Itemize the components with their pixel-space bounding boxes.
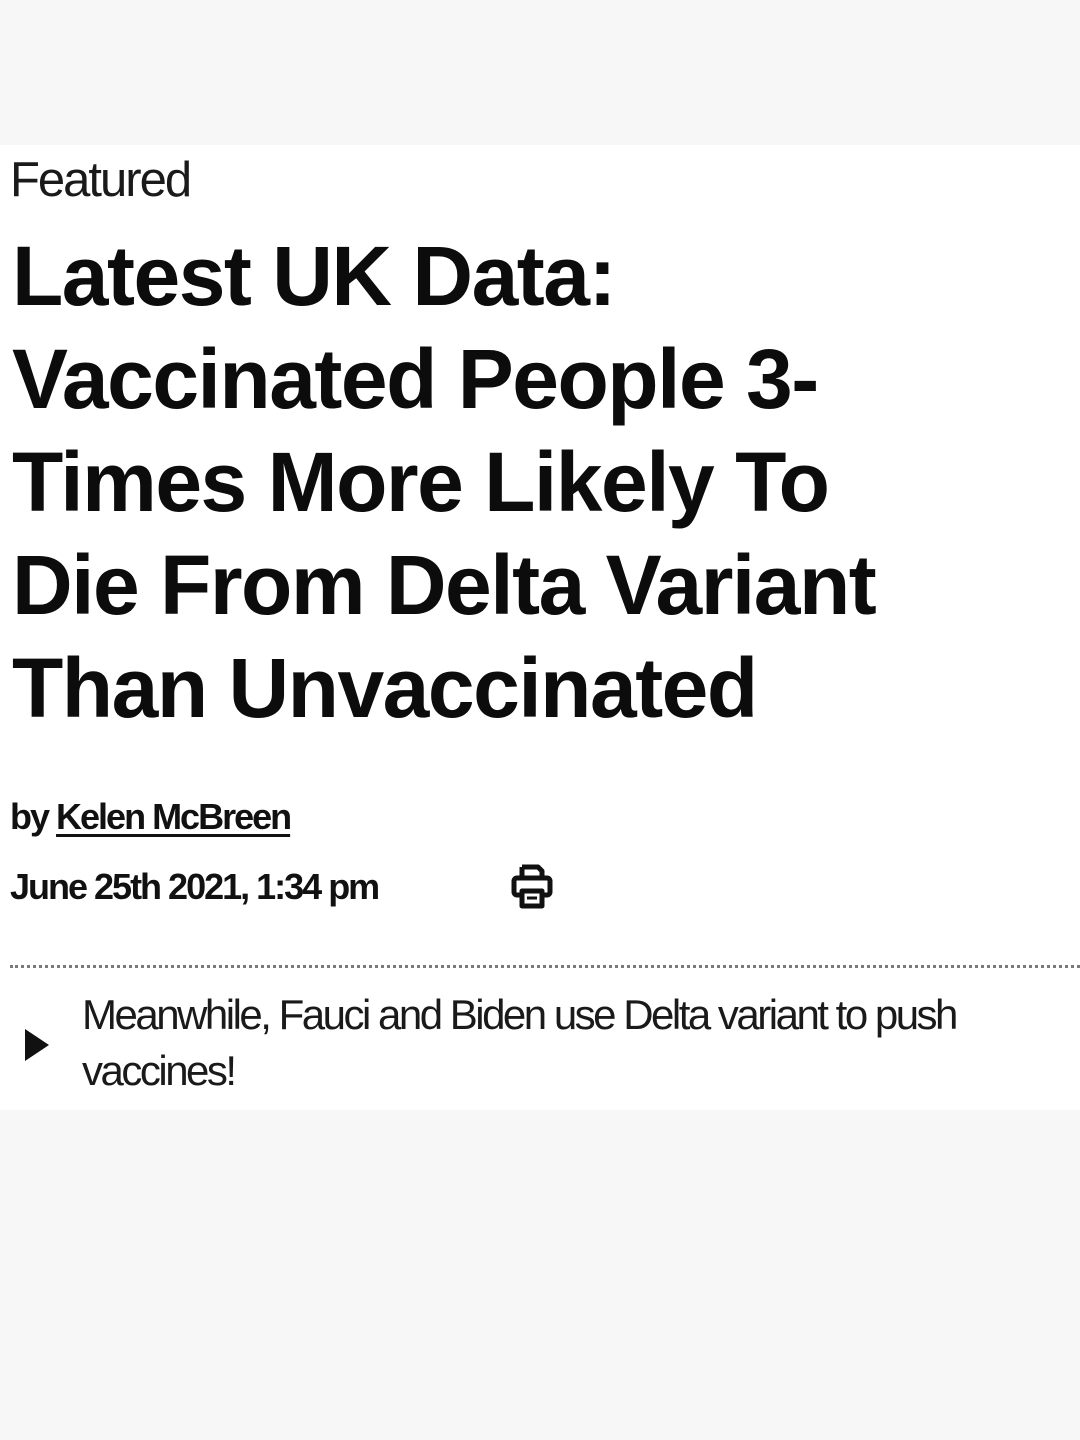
byline-prefix: by bbox=[10, 796, 50, 837]
section-divider bbox=[10, 965, 1080, 968]
play-triangle-icon bbox=[25, 1029, 49, 1061]
byline: by Kelen McBreen bbox=[10, 793, 292, 841]
author-link[interactable]: Kelen McBreen bbox=[56, 796, 292, 837]
headline-line: Die From Delta Variant bbox=[12, 538, 877, 632]
article-headline: Latest UK Data: Vaccinated People 3- Tim… bbox=[12, 225, 1072, 740]
related-article-text[interactable]: Meanwhile, Fauci and Biden use Delta var… bbox=[82, 991, 958, 1094]
publish-date: June 25th 2021, 1:34 pm bbox=[10, 866, 380, 907]
headline-line: Times More Likely To bbox=[12, 435, 830, 529]
section-label[interactable]: Featured bbox=[10, 153, 192, 207]
headline-line: Latest UK Data: bbox=[12, 229, 616, 323]
article-card: Featured Latest UK Data: Vaccinated Peop… bbox=[0, 145, 1080, 1110]
printer-icon[interactable] bbox=[507, 863, 557, 911]
headline-line: Vaccinated People 3- bbox=[12, 332, 819, 426]
headline-line: Than Unvaccinated bbox=[12, 641, 758, 735]
related-article-link[interactable]: Meanwhile, Fauci and Biden use Delta var… bbox=[0, 983, 1080, 1103]
